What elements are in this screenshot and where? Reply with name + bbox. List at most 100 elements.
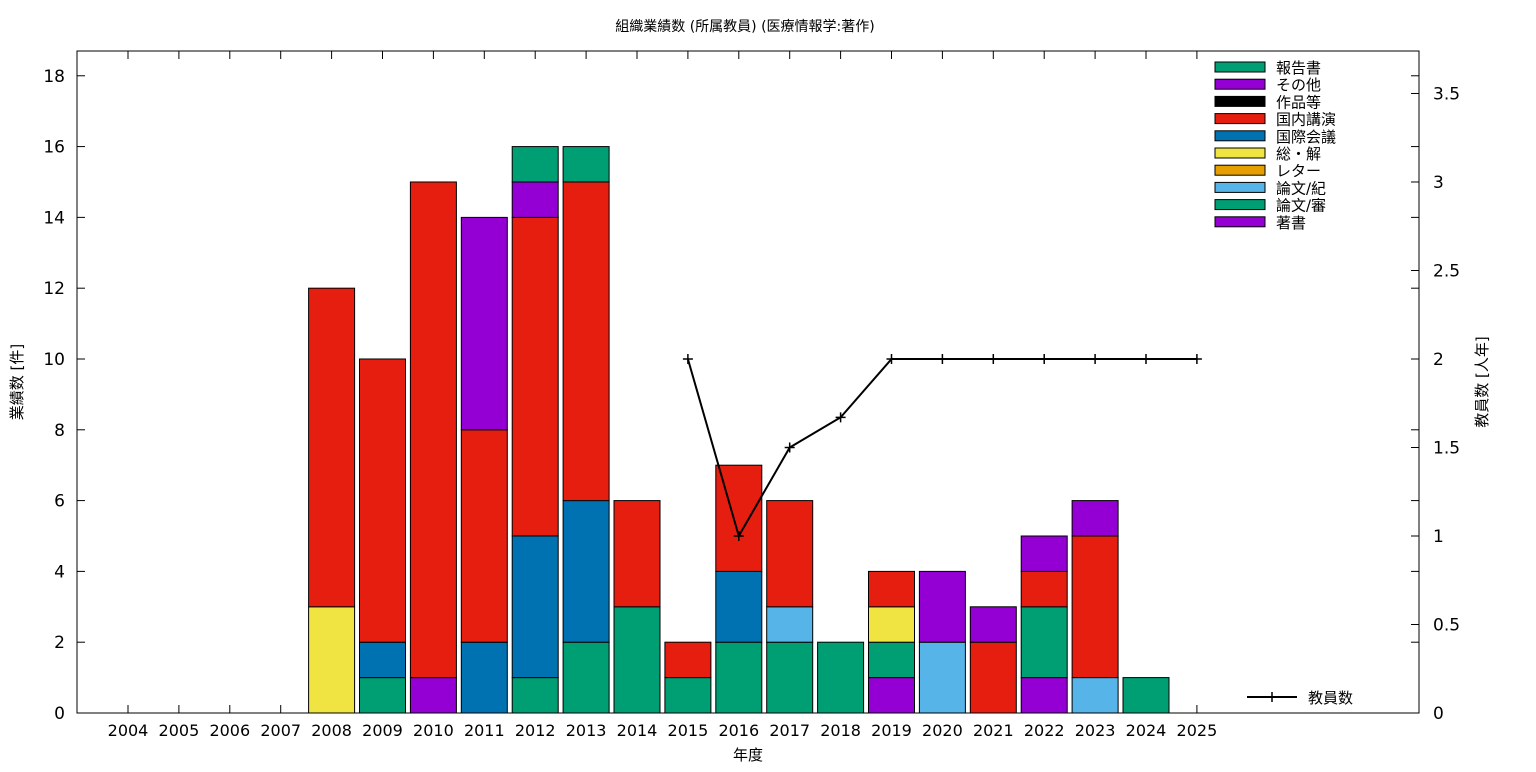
legend-swatch	[1214, 61, 1266, 73]
x-tick-label: 2020	[922, 721, 963, 740]
bar-segment	[664, 641, 712, 679]
legend-swatch	[1214, 199, 1266, 211]
bar-segment	[969, 641, 1017, 714]
legend-swatch	[1214, 216, 1266, 228]
x-tick-label: 2007	[260, 721, 301, 740]
bar-segment	[1071, 500, 1119, 537]
x-tick-label: 2013	[566, 721, 607, 740]
legend-label: 国際会議	[1276, 128, 1336, 146]
x-tick-label: 2025	[1177, 721, 1218, 740]
line-point-marker	[886, 353, 897, 364]
y2-tick-label: 2	[1433, 350, 1444, 370]
bar-segment	[766, 500, 814, 608]
y-axis-label: 業績数 [件]	[8, 344, 26, 420]
legend-swatch	[1214, 95, 1266, 107]
bar-segment	[868, 570, 915, 608]
bar-segment	[1071, 677, 1119, 714]
bar-segment	[1122, 677, 1170, 714]
x-tick-label: 2015	[668, 721, 709, 740]
bar-segment	[359, 677, 406, 714]
bar-segment	[409, 677, 457, 714]
x-tick-label: 2006	[209, 721, 250, 740]
y2-tick-label: 1.5	[1433, 438, 1460, 458]
x-tick-label: 2024	[1126, 721, 1167, 740]
line-point-marker	[988, 353, 999, 364]
legend-label: レター	[1276, 162, 1321, 180]
bar-segment	[409, 181, 457, 679]
bar-segment	[1020, 570, 1068, 608]
bars-group	[308, 146, 1170, 714]
legend-label: 論文/審	[1276, 197, 1326, 215]
legend-label: その他	[1276, 76, 1321, 94]
legend-label: 国内講演	[1276, 111, 1336, 129]
x-tick-label: 2021	[973, 721, 1014, 740]
chart-title: 組織業績数 (所属教員) (医療情報学:著作)	[615, 18, 874, 35]
bar-segment	[715, 570, 763, 643]
x-tick-label: 2016	[718, 721, 759, 740]
y2-tick-label: 3.5	[1433, 84, 1460, 104]
bar-segment	[460, 429, 508, 643]
y-tick-label: 6	[54, 492, 65, 512]
bar-segment	[511, 535, 559, 679]
bar-segment	[359, 641, 406, 679]
x-tick-label: 2019	[871, 721, 912, 740]
bar-segment	[1020, 606, 1068, 679]
y-tick-label: 16	[43, 138, 65, 158]
bar-segment	[868, 606, 915, 643]
y-tick-label: 18	[43, 67, 65, 87]
bar-segment	[511, 146, 559, 183]
bar-segment	[308, 606, 356, 714]
legend-line-marker	[1267, 692, 1277, 702]
bar-segment	[715, 641, 763, 714]
bar-segment	[511, 677, 559, 714]
y2-tick-label: 0.5	[1433, 615, 1460, 635]
x-tick-label: 2023	[1075, 721, 1116, 740]
line-point-marker	[784, 442, 795, 453]
bar-segment	[766, 606, 814, 643]
bar-segment	[460, 641, 508, 714]
bar-segment	[460, 216, 508, 431]
bar-segment	[511, 216, 559, 537]
y-tick-label: 12	[43, 279, 65, 299]
y-tick-label: 2	[54, 633, 65, 653]
line-point-marker	[835, 412, 846, 423]
y2-tick-label: 1	[1433, 527, 1444, 547]
faculty-line	[686, 357, 1197, 539]
plot-frame	[76, 50, 1420, 714]
legend-swatch	[1214, 78, 1266, 90]
y2-tick-label: 0	[1433, 704, 1444, 724]
bar-segment	[918, 641, 966, 714]
y-tick-label: 14	[43, 208, 65, 228]
bar-segment	[1020, 677, 1068, 714]
x-axis-label: 年度	[733, 746, 763, 764]
line-point-marker	[937, 353, 948, 364]
line-point-marker	[1090, 353, 1101, 364]
bar-segment	[562, 500, 610, 643]
bar-segment	[868, 641, 915, 679]
bar-segment	[766, 641, 814, 714]
x-tick-label: 2009	[362, 721, 403, 740]
x-tick-label: 2010	[413, 721, 454, 740]
y-tick-label: 0	[54, 704, 65, 724]
y-tick-label: 4	[54, 562, 65, 582]
line-series-group	[682, 353, 1202, 541]
bar-segment	[1071, 535, 1119, 679]
y2-tick-label: 2.5	[1433, 261, 1460, 281]
bar-segment	[664, 677, 712, 714]
line-point-marker	[733, 530, 744, 541]
y2-axis-label: 教員数 [人年]	[1473, 336, 1491, 427]
x-tick-label: 2004	[108, 721, 149, 740]
legend-swatch	[1214, 147, 1266, 159]
legend-label: 論文/紀	[1276, 179, 1326, 197]
line-point-marker	[1039, 353, 1050, 364]
y2-tick-label: 3	[1433, 173, 1444, 193]
bar-segment	[308, 287, 356, 608]
x-tick-label: 2005	[159, 721, 200, 740]
legend-line-label: 教員数	[1308, 689, 1353, 707]
x-tick-label: 2012	[515, 721, 556, 740]
bar-segment	[918, 570, 966, 643]
x-tick-label: 2014	[617, 721, 658, 740]
bar-segment	[562, 641, 610, 714]
